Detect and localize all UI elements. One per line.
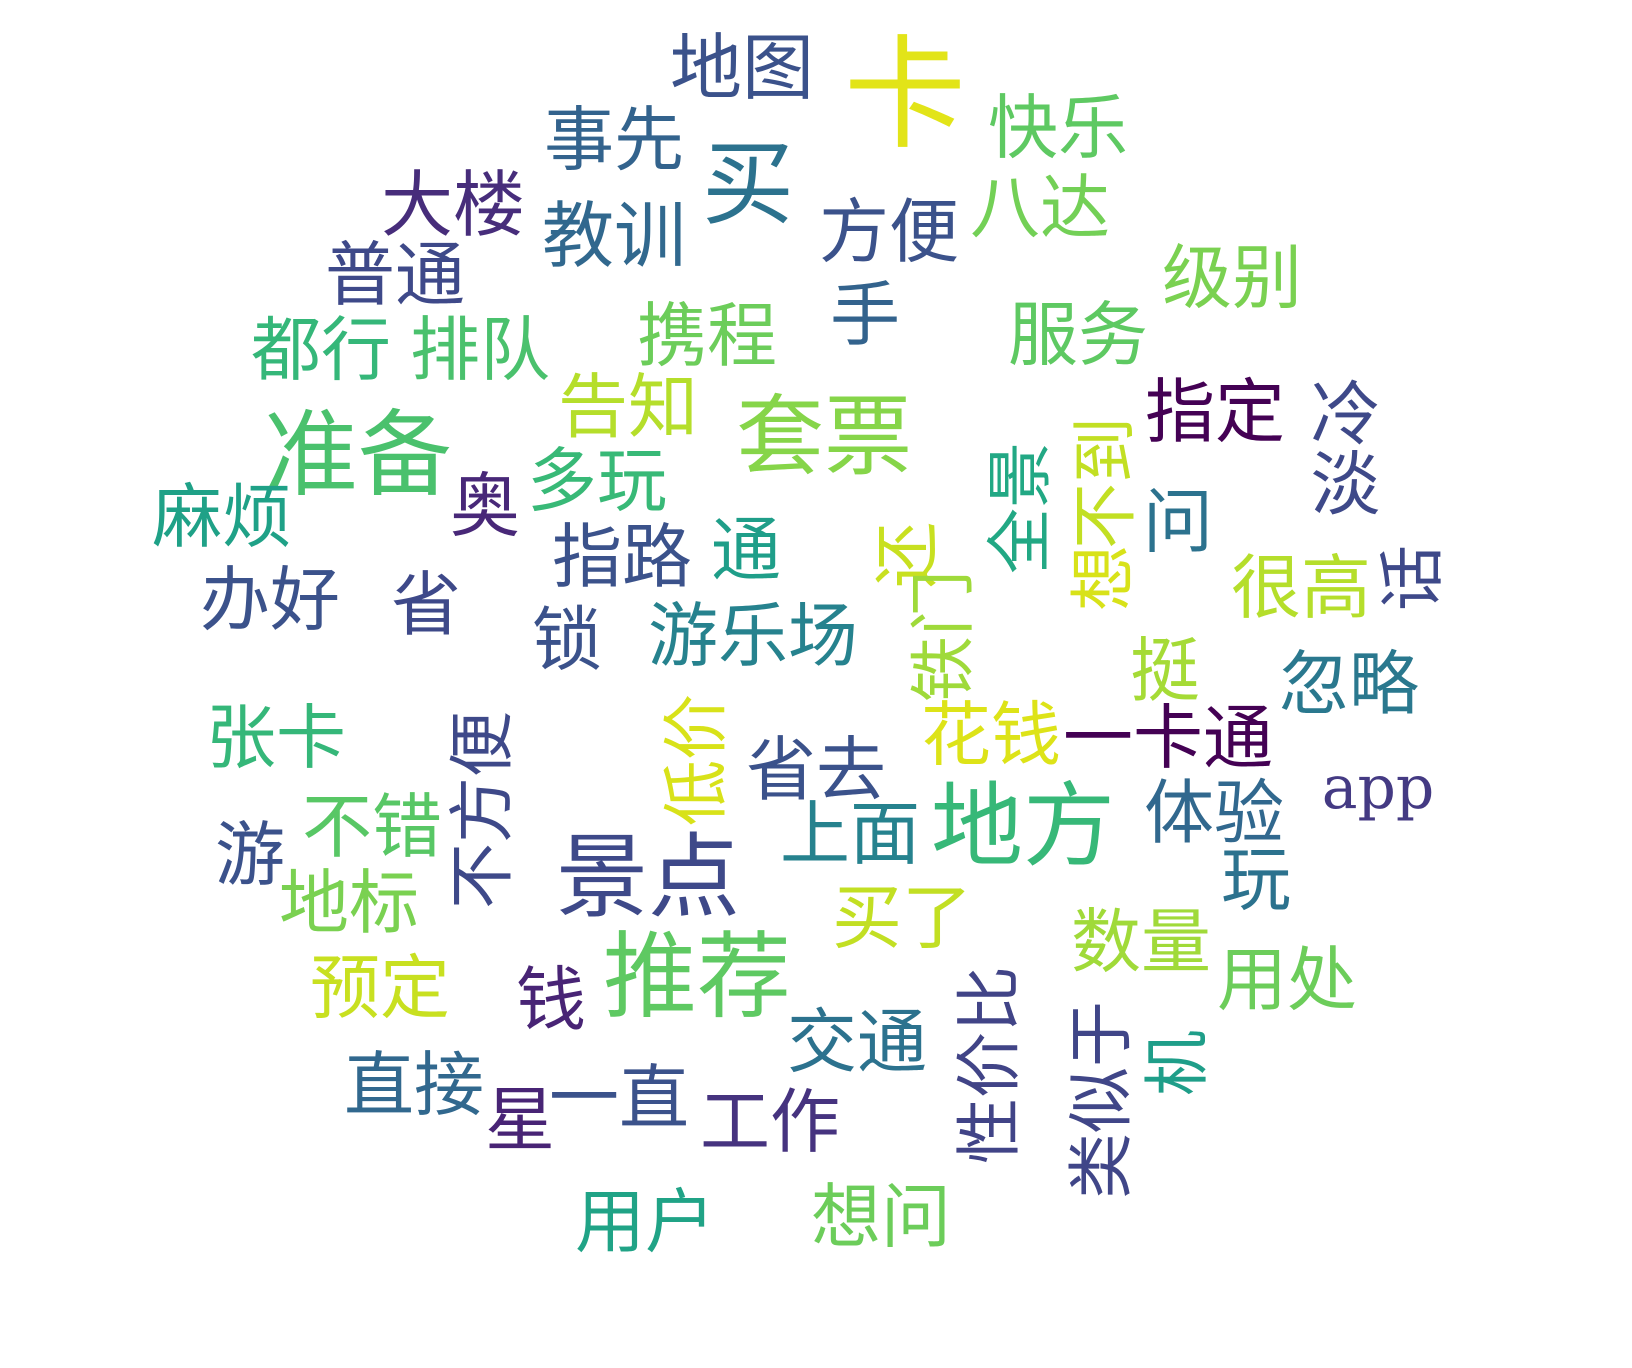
word-banhao: 办好	[200, 559, 340, 641]
word-maile: 买了	[832, 877, 972, 959]
word-yuding: 预定	[310, 947, 450, 1029]
word-shou: 手	[830, 274, 900, 356]
word-sheng: 省	[391, 564, 461, 646]
word-jibie: 级别	[1162, 237, 1302, 319]
word-lengdan: 冷淡	[1299, 377, 1381, 517]
word-dalou: 大楼	[380, 163, 526, 247]
word-dibiao: 地标	[279, 862, 419, 944]
word-quanjing: 全景	[982, 442, 1059, 574]
word-zhangka: 张卡	[206, 697, 346, 779]
word-mafan: 麻烦	[152, 476, 292, 558]
word-dijia: 低价	[658, 694, 735, 826]
word-you: 游	[215, 814, 285, 896]
word-hengao: 很高	[1231, 547, 1371, 629]
word-budao: 不到	[1067, 417, 1144, 549]
word-huaqian: 花钱	[921, 694, 1061, 776]
word-xingjiabi: 性价比	[951, 966, 1028, 1164]
word-wen: 问	[1143, 481, 1213, 563]
word-zhiding: 指定	[1145, 371, 1285, 453]
word-fuwu: 服务	[1008, 294, 1148, 376]
word-bada: 八达	[970, 167, 1110, 249]
word-mai: 买	[701, 131, 795, 238]
word-shuliang: 数量	[1071, 901, 1211, 983]
word-paidui: 排队	[410, 309, 550, 391]
word-app: app	[1321, 753, 1435, 823]
word-yongchu: 用处	[1217, 939, 1357, 1021]
word-leisiyu: 类似于	[1063, 1001, 1140, 1199]
word-taopiao: 套票	[735, 385, 913, 488]
word-xiecheng: 携程	[637, 295, 777, 377]
word-tong: 通	[711, 509, 781, 591]
word-suo: 锁	[532, 599, 602, 681]
word-tiyan: 体验	[1144, 772, 1284, 854]
word-jiaoxun: 教训	[541, 194, 687, 278]
word-bufangbian: 不方便	[444, 711, 521, 909]
word-shixian: 事先	[544, 99, 684, 181]
word-ting: 挺	[1130, 630, 1200, 712]
word-gaozhi: 告知	[558, 366, 698, 448]
word-ditu: 地图	[669, 26, 815, 110]
word-tuijian: 推荐	[602, 923, 792, 1032]
word-hulue: 忽略	[1279, 643, 1419, 725]
word-zhijie: 直接	[344, 1044, 484, 1126]
word-youlechang: 游乐场	[648, 595, 858, 677]
word-zhunbei: 准备	[263, 401, 453, 510]
word-difang: 地方	[930, 773, 1116, 880]
word-qian: 钱	[516, 959, 586, 1041]
word-bucuo: 不错	[302, 786, 442, 868]
word-jiaotong: 交通	[787, 1001, 927, 1083]
word-putong: 普通	[325, 234, 465, 316]
word-wan: 玩	[1221, 839, 1291, 921]
word-kuaile: 快乐	[988, 87, 1128, 169]
word-tiemen: 铁门	[905, 570, 982, 702]
word-shangmian: 上面	[780, 793, 920, 875]
word-gongzuo: 工作	[700, 1081, 840, 1163]
word-xing: 星	[485, 1079, 555, 1161]
word-ao: 奥	[450, 465, 520, 547]
word-yizhi: 一直	[549, 1057, 689, 1139]
word-ka: 卡	[844, 24, 966, 166]
word-xiang: 想	[1065, 545, 1142, 611]
word-xiangwen: 想问	[811, 1176, 951, 1258]
word-yikatong: 一卡通	[1063, 697, 1273, 779]
word-hua: 话	[1374, 545, 1451, 611]
word-duxing: 都行	[251, 309, 391, 391]
word-fangbian: 方便	[819, 191, 959, 273]
word-duowan: 多玩	[527, 440, 667, 522]
word-shengqu: 省去	[746, 729, 886, 811]
word-ji: 机	[1139, 1030, 1216, 1096]
word-zhilu: 指路	[552, 516, 692, 598]
word-yonghu: 用户	[575, 1181, 715, 1263]
word-jingdian: 景点	[555, 824, 741, 931]
